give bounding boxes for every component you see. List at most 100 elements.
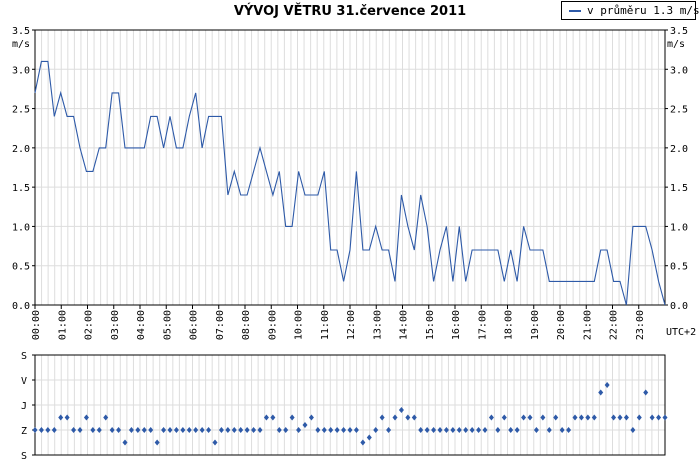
direction-point (328, 427, 334, 433)
direction-point (199, 427, 205, 433)
legend-label: v průměru 1.3 m/s (587, 4, 700, 17)
direction-point (643, 389, 649, 396)
direction-category-label: Z (21, 426, 27, 437)
direction-point (398, 407, 404, 413)
direction-point (186, 427, 192, 433)
direction-point (392, 414, 398, 421)
x-tick-label: 09:00 (267, 310, 278, 340)
direction-point (649, 414, 655, 421)
y-tick-label-left: 1.5 (12, 183, 30, 194)
y-tick-label-left: 1.0 (12, 222, 30, 233)
direction-point (450, 427, 456, 433)
x-tick-label: 19:00 (530, 310, 541, 340)
y-axis-unit-label: m/s (12, 39, 30, 50)
x-tick-label: 05:00 (162, 310, 173, 340)
direction-point (630, 427, 636, 433)
direction-point (514, 427, 520, 433)
y-tick-label-right: 1.5 (670, 183, 688, 194)
direction-point (148, 427, 154, 433)
direction-point (302, 422, 308, 428)
direction-point (508, 427, 514, 433)
direction-point (443, 427, 449, 433)
direction-point (334, 427, 340, 433)
y-tick-label-left: 2.0 (12, 144, 30, 155)
x-tick-label: 20:00 (556, 310, 567, 340)
direction-point (521, 414, 527, 421)
direction-point (83, 414, 89, 421)
direction-point (572, 414, 578, 421)
direction-point (122, 439, 128, 446)
direction-point (38, 427, 44, 433)
direction-point (276, 427, 282, 433)
direction-point (347, 427, 353, 433)
x-tick-label: 16:00 (451, 310, 462, 340)
direction-point (431, 427, 437, 433)
x-tick-label: 04:00 (136, 310, 147, 340)
legend-swatch (569, 10, 581, 12)
direction-point (578, 414, 584, 421)
direction-point (90, 427, 96, 433)
direction-point (77, 427, 83, 433)
direction-point (141, 427, 147, 433)
x-tick-label: 22:00 (609, 310, 620, 340)
x-tick-label: 08:00 (241, 310, 252, 340)
direction-category-label: S (21, 351, 27, 362)
direction-point (662, 414, 668, 421)
direction-point (296, 427, 302, 433)
direction-point (636, 414, 642, 421)
direction-point (617, 414, 623, 421)
direction-point (58, 414, 64, 421)
direction-point (611, 414, 617, 421)
direction-point (386, 427, 392, 433)
direction-point (501, 414, 507, 421)
direction-point (161, 427, 167, 433)
x-tick-label: 07:00 (215, 310, 226, 340)
direction-point (585, 414, 591, 421)
direction-point (244, 427, 250, 433)
direction-point (231, 427, 237, 433)
direction-point (218, 427, 224, 433)
x-tick-label: 02:00 (84, 310, 95, 340)
x-tick-label: 17:00 (477, 310, 488, 340)
direction-point (283, 427, 289, 433)
direction-point (154, 439, 160, 446)
y-tick-label-left: 0.5 (12, 262, 30, 273)
direction-point (476, 427, 482, 433)
direction-point (418, 427, 424, 433)
x-tick-label: 00:00 (31, 310, 42, 340)
y-tick-label-left: 0.0 (12, 301, 30, 312)
direction-point (315, 427, 321, 433)
y-tick-label-right: 2.0 (670, 144, 688, 155)
direction-point (360, 439, 366, 446)
direction-point (405, 414, 411, 421)
x-tick-label: 14:00 (399, 310, 410, 340)
direction-point (553, 414, 559, 421)
y-tick-label-right: 0.0 (670, 301, 688, 312)
x-tick-label: 10:00 (294, 310, 305, 340)
series-line-wind-speed (34, 60, 666, 306)
x-tick-label: 15:00 (425, 310, 436, 340)
direction-point (488, 414, 494, 421)
direction-point (135, 427, 141, 433)
direction-point (604, 382, 610, 388)
direction-point (379, 414, 385, 421)
direction-point (424, 427, 430, 433)
direction-point (257, 427, 263, 433)
x-tick-label: 23:00 (635, 310, 646, 340)
direction-point (51, 427, 57, 433)
direction-point (437, 427, 443, 433)
x-tick-label: 06:00 (189, 310, 200, 340)
direction-point (238, 427, 244, 433)
direction-point (263, 414, 269, 421)
y-tick-label-left: 3.5 (12, 26, 30, 37)
direction-point (341, 427, 347, 433)
direction-point (546, 427, 552, 433)
direction-point (591, 414, 597, 421)
direction-point (96, 427, 102, 433)
direction-point (251, 427, 257, 433)
direction-point (469, 427, 475, 433)
direction-point (167, 427, 173, 433)
y-tick-label-left: 2.5 (12, 105, 30, 116)
direction-point (623, 414, 629, 421)
